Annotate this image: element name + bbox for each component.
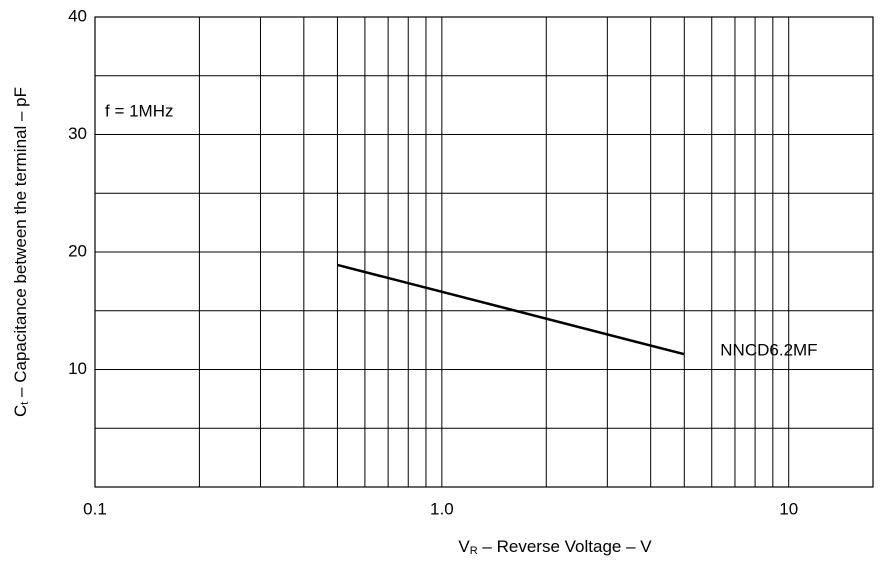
data-line xyxy=(337,263,685,356)
x-axis-label: VR – Reverse Voltage – V xyxy=(458,537,652,556)
y-tick-label: 40 xyxy=(68,6,87,25)
y-axis-label: Ct – Capacitance between the terminal – … xyxy=(11,87,30,417)
x-tick-label: 0.1 xyxy=(83,499,107,518)
series-label: NNCD6.2MF xyxy=(720,341,817,360)
y-tick-label: 10 xyxy=(68,359,87,378)
y-tick-label: 30 xyxy=(68,124,87,143)
x-tick-label: 1.0 xyxy=(430,499,454,518)
annotation: f = 1MHz xyxy=(105,101,174,120)
x-tick-label: 10 xyxy=(779,499,798,518)
y-tick-label: 20 xyxy=(68,241,87,260)
